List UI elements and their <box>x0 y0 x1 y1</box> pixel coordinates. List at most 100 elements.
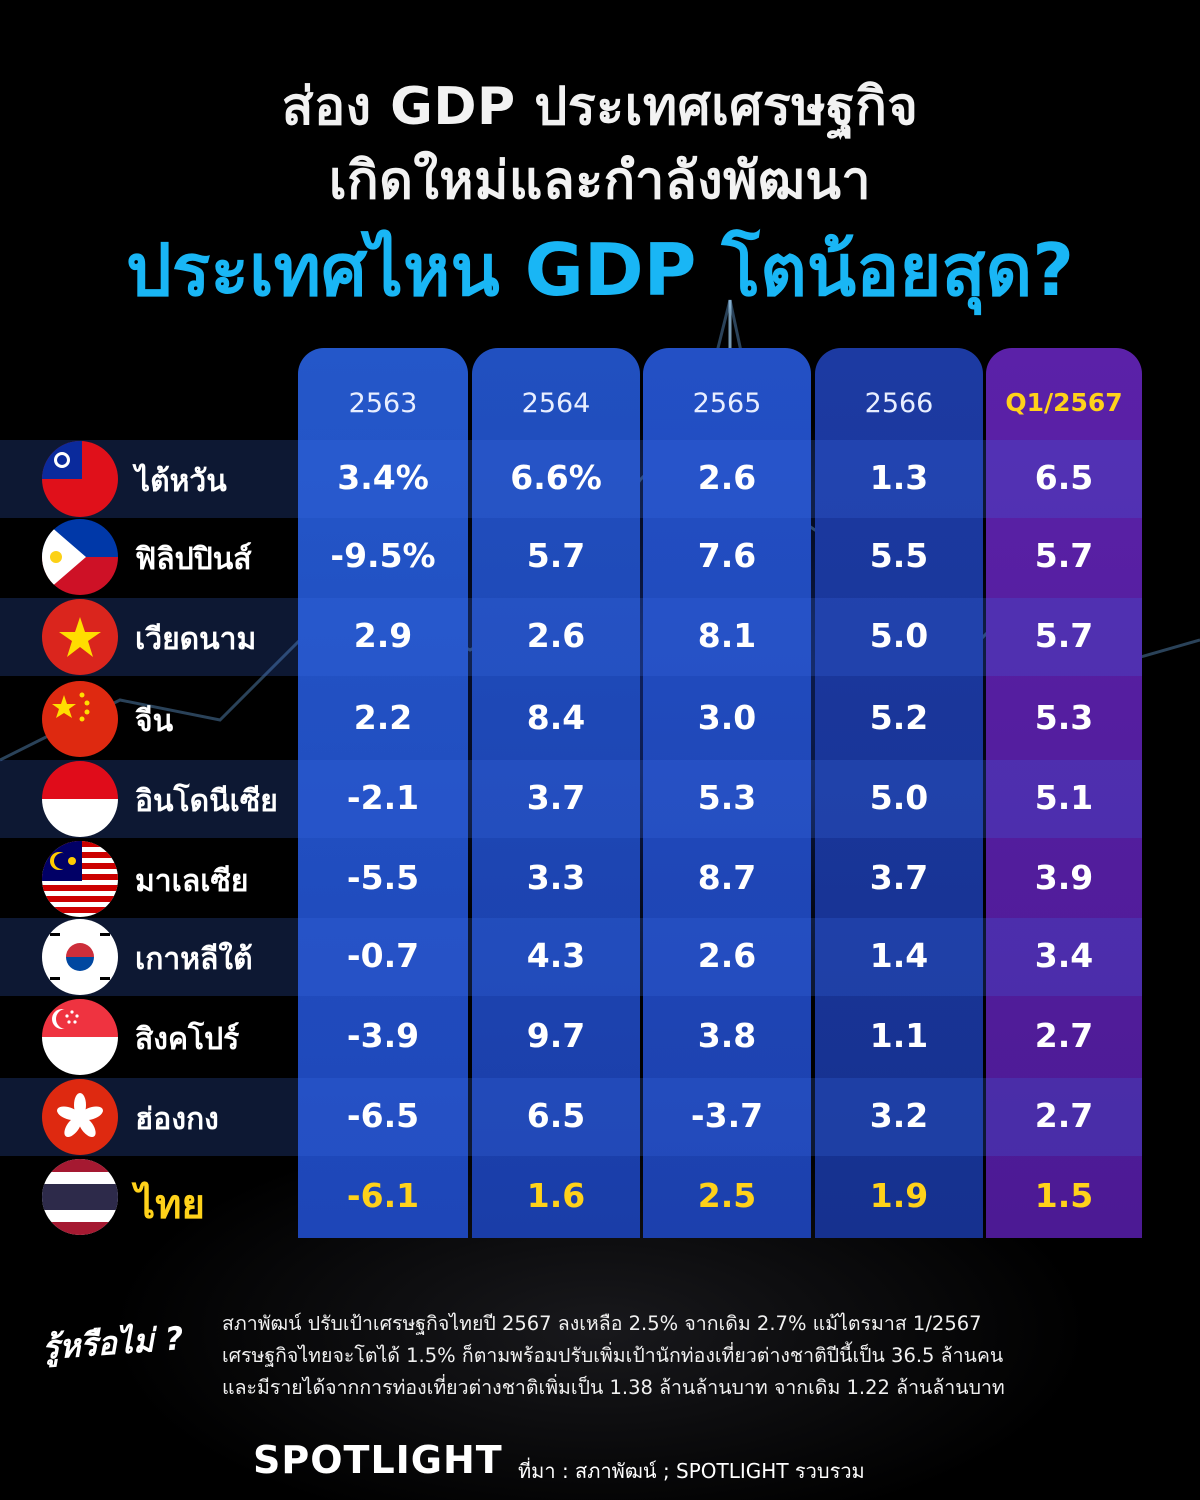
vietnam-flag-icon <box>42 599 118 675</box>
table-cell: 1.9 <box>869 1176 929 1215</box>
table-cell: 7.6 <box>697 536 757 575</box>
table-cell: 3.7 <box>526 778 586 817</box>
column-q1-2567 <box>986 348 1142 1238</box>
spotlight-logo: SPOTLIGHT <box>253 1438 503 1482</box>
country-name: เกาหลีใต้ <box>135 942 253 977</box>
table-cell: 2.9 <box>353 616 413 655</box>
table-cell: 8.4 <box>526 698 586 737</box>
table-cell: 2.7 <box>1034 1016 1094 1055</box>
column-header: 2566 <box>864 388 934 419</box>
table-cell: 5.3 <box>697 778 757 817</box>
title-line-1: ส่อง GDP ประเทศเศรษฐกิจ <box>281 77 919 137</box>
table-row: ไต้หวัน 3.4% 6.6% 2.6 1.3 6.5 <box>0 440 1142 518</box>
table-cell: 1.1 <box>869 1016 929 1055</box>
column-header: Q1/2567 <box>1005 388 1123 417</box>
column-2565 <box>643 348 811 1238</box>
country-name: จีน <box>135 704 174 739</box>
table-cell: 3.8 <box>697 1016 757 1055</box>
table-cell: 5.0 <box>869 616 929 655</box>
singapore-flag-icon <box>42 999 118 1075</box>
table-cell: 8.7 <box>697 858 757 897</box>
table-row: อินโดนีเซีย -2.1 3.7 5.3 5.0 5.1 <box>0 760 1142 838</box>
country-name: ฟิลิปปินส์ <box>135 542 252 577</box>
table-cell: 5.7 <box>1034 536 1094 575</box>
table-cell: 5.2 <box>869 698 929 737</box>
source-text: ที่มา : สภาพัฒน์ ; SPOTLIGHT รวบรวม <box>518 1459 865 1483</box>
table-row: สิงคโปร์ -3.9 9.7 3.8 1.1 2.7 <box>0 998 1142 1076</box>
column-2566 <box>815 348 983 1238</box>
column-header: 2563 <box>348 388 418 419</box>
country-name: ฮ่องกง <box>135 1102 219 1137</box>
table-row: ไทย -6.1 1.6 2.5 1.9 1.5 <box>0 1158 1142 1236</box>
table-cell: 6.6% <box>510 458 602 497</box>
table-cell: 3.4 <box>1034 936 1094 975</box>
did-you-know-label: รู้หรือไม่ ? <box>40 1319 185 1367</box>
table-cell: 2.6 <box>526 616 586 655</box>
table-cell: 2.6 <box>697 936 757 975</box>
table-cell: 2.5 <box>697 1176 757 1215</box>
note-line: และมีรายได้จากการท่องเที่ยวต่างชาติเพิ่ม… <box>222 1376 1005 1399</box>
country-name: ไต้หวัน <box>135 464 227 499</box>
country-name: สิงคโปร์ <box>135 1022 240 1057</box>
table-cell: 2.2 <box>353 698 413 737</box>
hongkong-flag-icon <box>42 1079 118 1155</box>
table-cell: 5.1 <box>1034 778 1094 817</box>
table-cell: 5.0 <box>869 778 929 817</box>
column-2563 <box>298 348 468 1238</box>
country-name: ไทย <box>135 1182 205 1228</box>
table-cell: -6.1 <box>346 1176 420 1215</box>
note-line: เศรษฐกิจไทยจะโตได้ 1.5% ก็ตามพร้อมปรับเพ… <box>222 1344 1004 1367</box>
taiwan-flag-icon <box>42 441 118 517</box>
thailand-flag-icon <box>42 1159 118 1235</box>
table-cell: -2.1 <box>346 778 420 817</box>
note-line: สภาพัฒน์ ปรับเป้าเศรษฐกิจไทยปี 2567 ลงเห… <box>222 1312 982 1335</box>
table-cell: 5.7 <box>1034 616 1094 655</box>
table-cell: -9.5% <box>330 536 436 575</box>
title-line-2: เกิดใหม่และกำลังพัฒนา <box>328 151 872 211</box>
korea-flag-icon <box>42 919 118 995</box>
table-cell: 4.3 <box>526 936 586 975</box>
table-cell: 1.5 <box>1034 1176 1094 1215</box>
table-cell: 3.7 <box>869 858 929 897</box>
column-header: 2564 <box>521 388 591 419</box>
table-cell: 6.5 <box>526 1096 586 1135</box>
malaysia-flag-icon <box>42 841 118 917</box>
did-you-know-text: สภาพัฒน์ ปรับเป้าเศรษฐกิจไทยปี 2567 ลงเห… <box>222 1308 1172 1404</box>
table-cell: 3.3 <box>526 858 586 897</box>
table-row: ฮ่องกง -6.5 6.5 -3.7 3.2 2.7 <box>0 1078 1142 1156</box>
title-line-3: ประเทศไหน GDP โตน้อยสุด? <box>125 228 1075 312</box>
table-cell: -3.9 <box>346 1016 420 1055</box>
table-cell: -5.5 <box>346 858 420 897</box>
table-cell: 5.5 <box>869 536 929 575</box>
table-cell: 2.6 <box>697 458 757 497</box>
table-cell: 3.9 <box>1034 858 1094 897</box>
table-cell: 1.6 <box>526 1176 586 1215</box>
country-name: อินโดนีเซีย <box>135 784 278 819</box>
table-cell: 5.7 <box>526 536 586 575</box>
table-cell: -6.5 <box>346 1096 420 1135</box>
table-cell: 3.4% <box>337 458 429 497</box>
table-row: มาเลเซีย -5.5 3.3 8.7 3.7 3.9 <box>0 840 1142 918</box>
table-row: เวียดนาม 2.9 2.6 8.1 5.0 5.7 <box>0 598 1142 676</box>
table-cell: 1.3 <box>869 458 929 497</box>
table-cell: -3.7 <box>690 1096 764 1135</box>
table-cell: 5.3 <box>1034 698 1094 737</box>
column-header: 2565 <box>692 388 762 419</box>
indonesia-flag-icon <box>42 761 118 837</box>
table-cell: 3.2 <box>869 1096 929 1135</box>
table-row: ฟิลิปปินส์ -9.5% 5.7 7.6 5.5 5.7 <box>0 518 1142 596</box>
table-cell: 6.5 <box>1034 458 1094 497</box>
table-cell: 3.0 <box>697 698 757 737</box>
china-flag-icon <box>42 681 118 757</box>
philippines-flag-icon <box>42 519 118 595</box>
table-cell: 1.4 <box>869 936 929 975</box>
table-cell: 2.7 <box>1034 1096 1094 1135</box>
table-row: เกาหลีใต้ -0.7 4.3 2.6 1.4 3.4 <box>0 918 1142 996</box>
country-name: มาเลเซีย <box>135 864 249 899</box>
column-2564 <box>472 348 640 1238</box>
table-cell: 8.1 <box>697 616 757 655</box>
table-cell: -0.7 <box>346 936 420 975</box>
table-row: จีน 2.2 8.4 3.0 5.2 5.3 <box>0 680 1142 758</box>
country-name: เวียดนาม <box>135 622 257 657</box>
table-cell: 9.7 <box>526 1016 586 1055</box>
